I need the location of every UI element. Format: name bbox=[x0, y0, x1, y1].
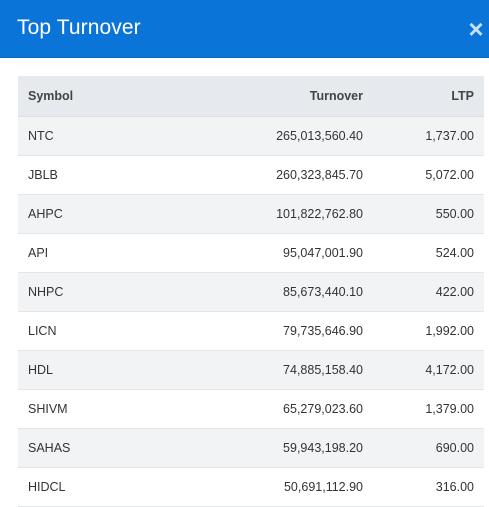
table-row[interactable]: HIDCL 50,691,112.90 316.00 bbox=[18, 467, 484, 507]
turnover-cell: 79,735,646.90 bbox=[178, 311, 373, 351]
turnover-cell: 265,013,560.40 bbox=[178, 116, 373, 156]
turnover-cell: 59,943,198.20 bbox=[178, 428, 373, 468]
close-icon[interactable]: × bbox=[468, 14, 484, 44]
symbol-cell: SHIVM bbox=[18, 389, 178, 429]
table-row[interactable]: API 95,047,001.90 524.00 bbox=[18, 233, 484, 273]
dialog-header: Top Turnover × bbox=[0, 0, 489, 58]
ltp-cell: 316.00 bbox=[373, 467, 484, 507]
symbol-cell: API bbox=[18, 233, 178, 273]
ltp-cell: 1,737.00 bbox=[373, 116, 484, 156]
table-row[interactable]: NTC 265,013,560.40 1,737.00 bbox=[18, 116, 484, 156]
symbol-cell: AHPC bbox=[18, 194, 178, 234]
symbol-cell: LICN bbox=[18, 311, 178, 351]
ltp-cell: 5,072.00 bbox=[373, 155, 484, 195]
symbol-cell: NTC bbox=[18, 116, 178, 156]
symbol-cell: SAHAS bbox=[18, 428, 178, 468]
table-row[interactable]: NHPC 85,673,440.10 422.00 bbox=[18, 272, 484, 312]
turnover-cell: 74,885,158.40 bbox=[178, 350, 373, 390]
ltp-cell: 690.00 bbox=[373, 428, 484, 468]
symbol-cell: HIDCL bbox=[18, 467, 178, 507]
turnover-cell: 50,691,112.90 bbox=[178, 467, 373, 507]
column-header-ltp[interactable]: LTP bbox=[373, 76, 484, 117]
table-row[interactable]: AHPC 101,822,762.80 550.00 bbox=[18, 194, 484, 234]
symbol-cell: NHPC bbox=[18, 272, 178, 312]
dialog-title: Top Turnover bbox=[17, 16, 141, 39]
turnover-cell: 260,323,845.70 bbox=[178, 155, 373, 195]
column-header-turnover[interactable]: Turnover bbox=[178, 76, 373, 117]
table-body: NTC 265,013,560.40 1,737.00 JBLB 260,323,84… bbox=[18, 116, 484, 507]
column-header-symbol[interactable]: Symbol bbox=[18, 76, 178, 117]
ltp-cell: 1,992.00 bbox=[373, 311, 484, 351]
ltp-cell: 550.00 bbox=[373, 194, 484, 234]
ltp-cell: 4,172.00 bbox=[373, 350, 484, 390]
table-row[interactable]: SHIVM 65,279,023.60 1,379.00 bbox=[18, 389, 484, 429]
table-header: Symbol Turnover LTP bbox=[18, 76, 484, 117]
turnover-cell: 101,822,762.80 bbox=[178, 194, 373, 234]
table-row[interactable]: LICN 79,735,646.90 1,992.00 bbox=[18, 311, 484, 351]
table-row[interactable]: HDL 74,885,158.40 4,172.00 bbox=[18, 350, 484, 390]
symbol-cell: JBLB bbox=[18, 155, 178, 195]
symbol-cell: HDL bbox=[18, 350, 178, 390]
ltp-cell: 422.00 bbox=[373, 272, 484, 312]
ltp-cell: 1,379.00 bbox=[373, 389, 484, 429]
turnover-table-container: Symbol Turnover LTP NTC 265,013,560.40 1,7… bbox=[18, 76, 484, 507]
turnover-cell: 85,673,440.10 bbox=[178, 272, 373, 312]
turnover-cell: 95,047,001.90 bbox=[178, 233, 373, 273]
turnover-table: Symbol Turnover LTP NTC 265,013,560.40 1,7… bbox=[18, 76, 484, 507]
ltp-cell: 524.00 bbox=[373, 233, 484, 273]
table-row[interactable]: SAHAS 59,943,198.20 690.00 bbox=[18, 428, 484, 468]
header-row: Symbol Turnover LTP bbox=[18, 76, 484, 117]
turnover-cell: 65,279,023.60 bbox=[178, 389, 373, 429]
table-row[interactable]: JBLB 260,323,845.70 5,072.00 bbox=[18, 155, 484, 195]
